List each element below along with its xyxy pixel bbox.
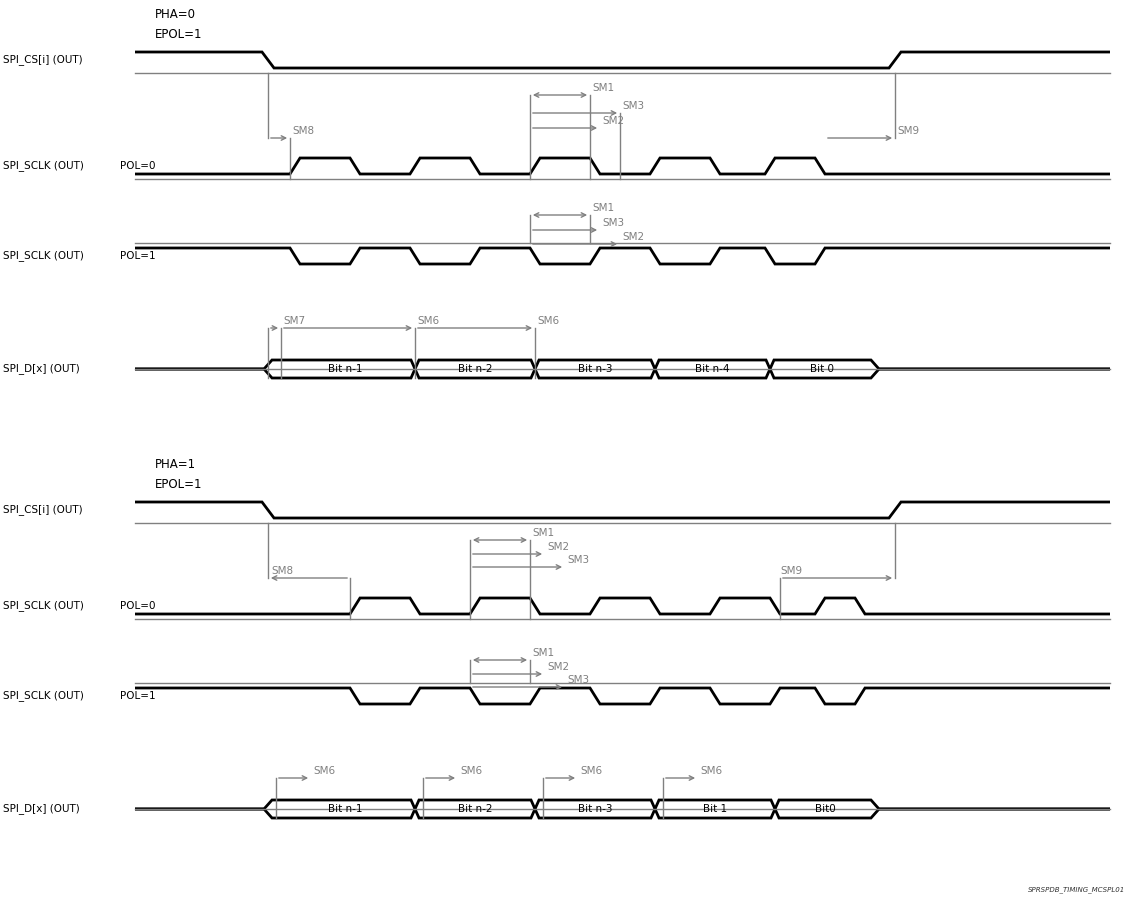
Text: SM6: SM6 — [537, 316, 559, 326]
Text: SPI_SCLK (OUT): SPI_SCLK (OUT) — [3, 601, 84, 612]
Text: SM3: SM3 — [622, 101, 644, 111]
Text: Bit 0: Bit 0 — [810, 364, 834, 374]
Text: EPOL=1: EPOL=1 — [155, 28, 202, 41]
Text: SM2: SM2 — [547, 662, 570, 672]
Text: POL=1: POL=1 — [120, 251, 156, 261]
Text: SM6: SM6 — [699, 766, 722, 776]
Text: SM7: SM7 — [282, 316, 305, 326]
Text: SPRSPDB_TIMING_MCSPL01: SPRSPDB_TIMING_MCSPL01 — [1028, 886, 1125, 893]
Text: SM9: SM9 — [897, 126, 919, 136]
Text: SPI_SCLK (OUT): SPI_SCLK (OUT) — [3, 161, 84, 172]
Text: SM2: SM2 — [602, 116, 624, 126]
Text: Bit0: Bit0 — [815, 804, 835, 814]
Text: SM8: SM8 — [271, 566, 293, 576]
Text: Bit n-2: Bit n-2 — [458, 804, 493, 814]
Text: SPI_CS[i] (OUT): SPI_CS[i] (OUT) — [3, 55, 82, 66]
Text: SM1: SM1 — [532, 648, 554, 658]
Text: SM8: SM8 — [292, 126, 314, 136]
Text: SPI_SCLK (OUT): SPI_SCLK (OUT) — [3, 251, 84, 261]
Text: SM6: SM6 — [313, 766, 336, 776]
Text: SM2: SM2 — [622, 232, 644, 242]
Text: Bit n-3: Bit n-3 — [577, 364, 612, 374]
Text: SM3: SM3 — [567, 675, 589, 685]
Text: SPI_CS[i] (OUT): SPI_CS[i] (OUT) — [3, 505, 82, 515]
Text: SPI_SCLK (OUT): SPI_SCLK (OUT) — [3, 691, 84, 701]
Text: SPI_D[x] (OUT): SPI_D[x] (OUT) — [3, 364, 80, 374]
Text: Bit n-3: Bit n-3 — [577, 804, 612, 814]
Text: SM1: SM1 — [592, 203, 614, 213]
Text: PHA=0: PHA=0 — [155, 8, 195, 21]
Text: SM1: SM1 — [532, 528, 554, 538]
Text: SPI_D[x] (OUT): SPI_D[x] (OUT) — [3, 804, 80, 814]
Text: POL=1: POL=1 — [120, 691, 156, 701]
Text: Bit 1: Bit 1 — [703, 804, 727, 814]
Text: Bit n-1: Bit n-1 — [328, 364, 363, 374]
Text: Bit n-4: Bit n-4 — [695, 364, 730, 374]
Text: SM3: SM3 — [602, 218, 624, 228]
Text: Bit n-2: Bit n-2 — [458, 364, 493, 374]
Text: POL=0: POL=0 — [120, 161, 156, 171]
Text: EPOL=1: EPOL=1 — [155, 478, 202, 491]
Text: SM6: SM6 — [417, 316, 440, 326]
Text: SM1: SM1 — [592, 83, 614, 93]
Text: SM6: SM6 — [460, 766, 483, 776]
Text: SM2: SM2 — [547, 542, 570, 552]
Text: SM9: SM9 — [780, 566, 802, 576]
Text: POL=0: POL=0 — [120, 601, 156, 611]
Text: Bit n-1: Bit n-1 — [328, 804, 363, 814]
Text: SM3: SM3 — [567, 555, 589, 565]
Text: PHA=1: PHA=1 — [155, 458, 197, 471]
Text: SM6: SM6 — [580, 766, 602, 776]
